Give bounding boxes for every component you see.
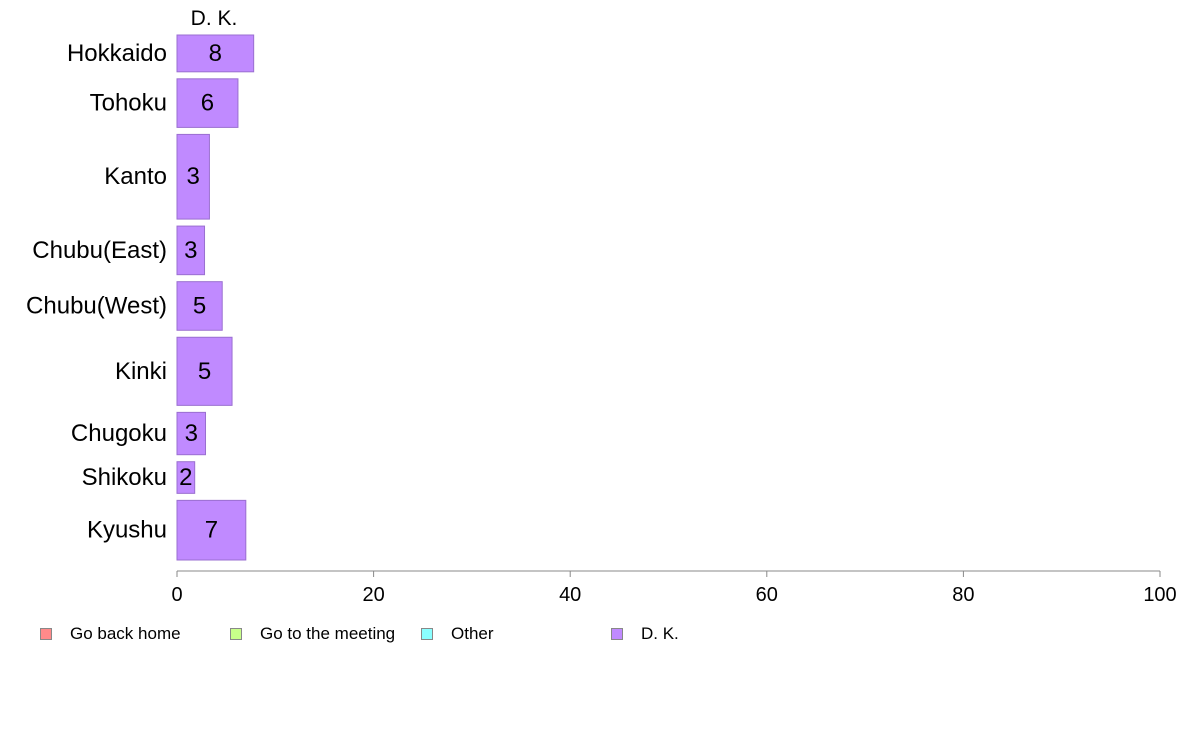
data-label: 3 [184,237,197,264]
bar-segment [176,411,207,456]
x-tick-label: 40 [559,584,581,606]
legend-item-go-back-home: Go back home [40,624,181,644]
category-label: Kanto [104,163,167,190]
bar-segment [176,499,247,561]
bar-segment [176,461,196,494]
category-label: Hokkaido [67,40,167,67]
legend-item-other: Other [421,624,494,644]
category-label: Shikoku [82,464,167,491]
bar-segment [176,78,239,128]
bar-segment [176,225,206,276]
data-label: 6 [201,90,214,117]
category-label: Chugoku [71,420,167,447]
legend-swatch [40,628,52,640]
bars-layer: Hokkaido 8 Tohoku 6 Kanto 3 Chubu(East) 3 Chubu(… [26,34,255,561]
data-label: 3 [187,163,200,190]
category-label: Tohoku [90,90,167,117]
x-tick-label: 60 [756,584,778,606]
legend-label: Go to the meeting [260,624,396,643]
column-header: D. K. [191,7,238,30]
legend-label: Other [451,624,494,643]
category-label: Kinki [115,358,167,385]
x-tick-label: 0 [171,584,182,606]
bar-segment [176,281,223,331]
bar-segment [176,34,255,73]
legend-label: Go back home [70,624,181,643]
bar-segment [176,336,233,406]
legend-label: D. K. [641,624,679,643]
data-label: 8 [209,40,222,67]
category-label: Kyushu [87,517,167,544]
data-label: 5 [198,358,211,385]
legend-swatch [421,628,433,640]
data-label: 7 [205,517,218,544]
x-tick-label: 20 [362,584,384,606]
data-label: 2 [179,464,192,491]
legend-item-dk: D. K. [611,624,679,644]
category-label: Chubu(West) [26,292,167,319]
legend-swatch [611,628,623,640]
category-label: Chubu(East) [32,237,167,264]
x-tick-label: 100 [1143,584,1176,606]
legend: Go back home Go to the meeting Other D. … [40,624,1140,644]
data-label: 3 [185,420,198,447]
bar-segment [176,133,210,220]
chart: D. K. Hokkaido 8 Tohoku 6 Kanto 3 Chubu(East) 3… [26,7,1177,606]
legend-swatch [230,628,242,640]
x-tick-label: 80 [952,584,974,606]
legend-item-go-to-the-meeting: Go to the meeting [230,624,395,644]
x-axis: 0 20 40 60 80 100 [171,570,1177,606]
data-label: 5 [193,292,206,319]
